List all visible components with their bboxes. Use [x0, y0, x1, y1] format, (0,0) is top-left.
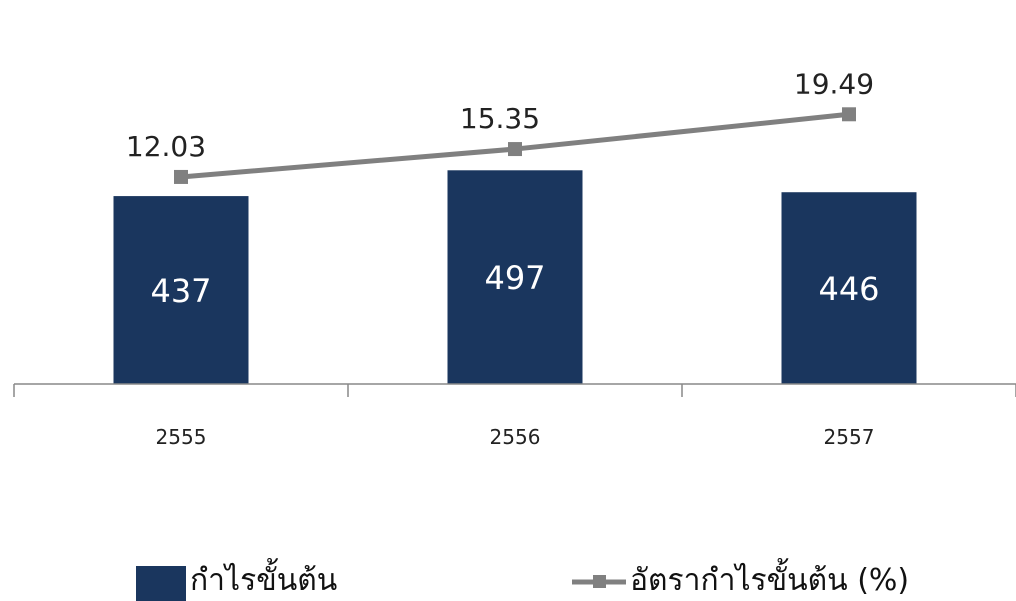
bar-2557 [781, 192, 917, 384]
legend: กำไรขั้นต้น อัตรากำไรขั้นต้น (%) [136, 558, 909, 601]
legend-label-line: อัตรากำไรขั้นต้น (%) [630, 558, 909, 598]
legend-swatch-bar [136, 566, 186, 601]
line-layer: 12.03 15.35 19.49 [126, 67, 874, 184]
x-tick-label: 2555 [156, 425, 207, 449]
line-value-label: 12.03 [126, 130, 206, 163]
bar-value-label: 497 [484, 259, 545, 297]
legend-swatch-marker [593, 575, 606, 588]
line-point-2555 [174, 169, 188, 184]
x-axis: 2555 2556 2557 [13, 383, 1016, 449]
bar-2556 [447, 170, 583, 384]
line-value-label: 19.49 [794, 67, 874, 100]
line-point-2557 [842, 107, 856, 122]
legend-label-bar: กำไรขั้นต้น [190, 558, 337, 598]
line-point-2556 [508, 142, 522, 157]
bar-2555 [113, 196, 249, 384]
bar-value-label: 437 [150, 272, 211, 310]
x-tick-label: 2557 [824, 425, 875, 449]
bar-value-label: 446 [818, 270, 879, 308]
line-value-label: 15.35 [460, 102, 540, 135]
bars-layer: 437 497 446 [113, 170, 917, 384]
x-tick-label: 2556 [490, 425, 541, 449]
